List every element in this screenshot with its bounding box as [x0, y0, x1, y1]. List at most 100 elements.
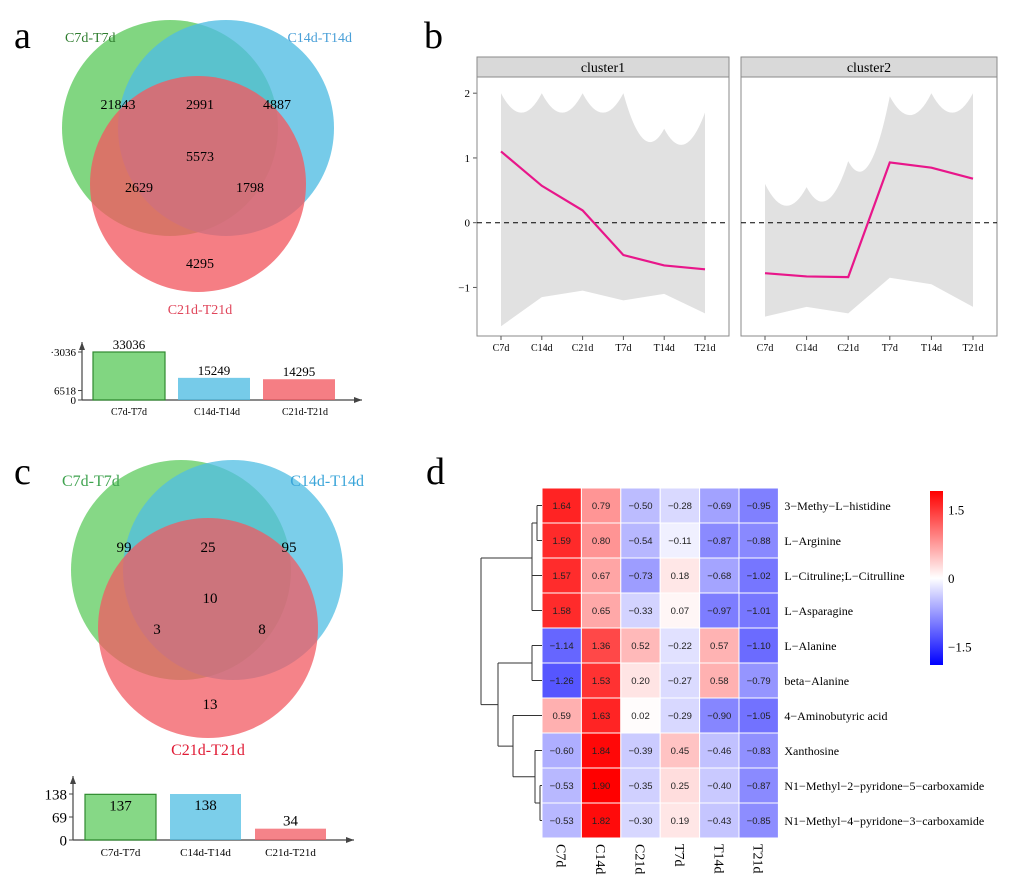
heatmap-cell-value: −0.87	[707, 536, 731, 547]
y-tick-label: 0	[465, 218, 471, 230]
venn-region-count: 25	[201, 540, 216, 556]
heatmap-cell	[620, 802, 661, 839]
heatmap-cell-value: 0.65	[592, 606, 611, 617]
bar-y-tick-label: 6518	[54, 385, 77, 397]
heatmap-cell	[620, 732, 661, 769]
venn-region-count: 2629	[125, 181, 153, 196]
heatmap-cell-value: −1.26	[550, 676, 574, 687]
heatmap-cell	[738, 487, 779, 524]
color-legend-bar	[930, 491, 943, 665]
venn-region-count: 21843	[101, 98, 136, 113]
x-tick-label: C21d	[572, 343, 594, 354]
heatmap-cell	[541, 627, 582, 664]
heatmap-cell-value: 1.63	[592, 711, 611, 722]
heatmap-cell	[738, 697, 779, 734]
heatmap-cell-value: 0.02	[631, 711, 650, 722]
heatmap-cell-value: 1.36	[592, 641, 611, 652]
x-tick-label: C7d	[493, 343, 510, 354]
bar-category-label: C7d-T7d	[101, 847, 141, 859]
heatmap-cell	[659, 522, 701, 559]
heatmap-cell	[699, 557, 740, 594]
heatmap-cell	[580, 627, 622, 664]
x-tick-label: C7d	[757, 343, 774, 354]
bar-value-label: 33036	[113, 337, 146, 352]
heatmap-cell-value: 1.57	[552, 571, 571, 582]
bar	[255, 828, 326, 840]
heatmap-cell-value: −0.79	[747, 676, 771, 687]
heatmap-cell-value: −0.30	[628, 816, 652, 827]
heatmap-column-label: T14d	[710, 844, 725, 874]
cluster-mean-line	[500, 150, 706, 271]
heatmap-row-label: Xanthosine	[784, 744, 839, 758]
venn-set-label: C21d-T21d	[168, 303, 233, 318]
heatmap-row-label: L−Alanine	[784, 639, 836, 653]
heatmap-column-label: T21d	[750, 844, 765, 874]
bar-y-axis-arrow	[79, 342, 85, 350]
heatmap-cell	[699, 697, 740, 734]
heatmap-cell-value: 1.90	[592, 781, 611, 792]
heatmap-cell-value: −0.69	[707, 501, 731, 512]
heatmap-cell	[541, 767, 582, 804]
heatmap-cell-value: 0.80	[592, 536, 611, 547]
y-tick-label: 1	[465, 153, 471, 165]
heatmap-cell-value: −0.88	[747, 536, 771, 547]
heatmap-cell-value: −0.54	[628, 536, 652, 547]
heatmap-cell	[738, 557, 779, 594]
venn-region-count: 2991	[186, 98, 214, 113]
venn-region-count: 10	[203, 591, 218, 607]
x-tick-label: T21d	[962, 343, 983, 354]
heatmap-row-label: L−Arginine	[784, 534, 841, 548]
heatmap-cell	[738, 592, 779, 629]
heatmap-cell	[541, 802, 582, 839]
heatmap-column-label: C21d	[632, 844, 647, 874]
heatmap-cell-value: −0.90	[707, 711, 731, 722]
heatmap-row-label: N1−Methyl−2−pyridone−5−carboxamide	[784, 779, 984, 793]
heatmap-cell-value: 1.84	[592, 746, 611, 757]
facet-title: cluster1	[581, 61, 625, 76]
venn-region-count: 3	[153, 622, 161, 638]
heatmap-cell-value: −0.11	[668, 536, 691, 547]
bar-category-label: C21d-T21d	[282, 407, 328, 418]
x-tick-label: T7d	[882, 343, 898, 354]
heatmap-cell	[580, 662, 622, 699]
venn-set-label: C7d-T7d	[62, 473, 120, 490]
heatmap-column-label: C7d	[553, 844, 568, 867]
heatmap-cell	[659, 557, 701, 594]
venn-set-label: C21d-T21d	[171, 742, 245, 759]
panel-a: C7d-T7d C14d-T14d C21d-T21d 21843 2991 4887 55…	[50, 20, 362, 418]
heatmap-cell	[738, 522, 779, 559]
bar-value-label: 138	[194, 798, 217, 814]
heatmap-cell-value: 1.64	[552, 501, 571, 512]
heatmap-cell	[580, 557, 622, 594]
heatmap-cell	[580, 522, 622, 559]
x-tick-label: C14d	[531, 343, 553, 354]
heatmap-cell-value: 0.25	[671, 781, 690, 792]
heatmap-cell-value: −0.29	[668, 711, 692, 722]
heatmap-row-label: L−Citruline;L−Citrulline	[784, 569, 904, 583]
heatmap-cell-value: 0.79	[592, 501, 611, 512]
x-tick-label: T7d	[615, 343, 631, 354]
heatmap-row-label: 4−Aminobutyric acid	[784, 709, 887, 723]
bar-value-label: 15249	[198, 363, 231, 378]
heatmap-cell	[541, 522, 582, 559]
venn-circle-set3	[90, 76, 306, 292]
heatmap-cell-value: 0.07	[671, 606, 690, 617]
bar-y-tick-label: 69	[52, 810, 67, 826]
bar	[84, 793, 157, 841]
bar	[170, 794, 241, 840]
heatmap-cell-value: −0.53	[550, 816, 574, 827]
heatmap-cell	[620, 767, 661, 804]
x-tick-label: C21d	[837, 343, 859, 354]
heatmap-cell-value: −1.10	[747, 641, 771, 652]
heatmap-cell-value: −0.73	[628, 571, 652, 582]
panel-d: 1.64 0.79 −0.50 −0.28 −0.69 −0.95 3−Methy−L−hi…	[480, 487, 984, 874]
heatmap-cell-value: 0.20	[631, 676, 650, 687]
heatmap-cell	[659, 627, 701, 664]
facet-title: cluster2	[847, 61, 891, 76]
panel-label-b: b	[424, 15, 443, 57]
bar-value-label: 34	[283, 814, 299, 830]
venn-region-count: 4887	[263, 98, 291, 113]
color-legend-tick-label: −1.5	[948, 640, 972, 655]
heatmap-cell-value: −0.46	[707, 746, 731, 757]
bar-x-axis-arrow	[354, 397, 362, 403]
